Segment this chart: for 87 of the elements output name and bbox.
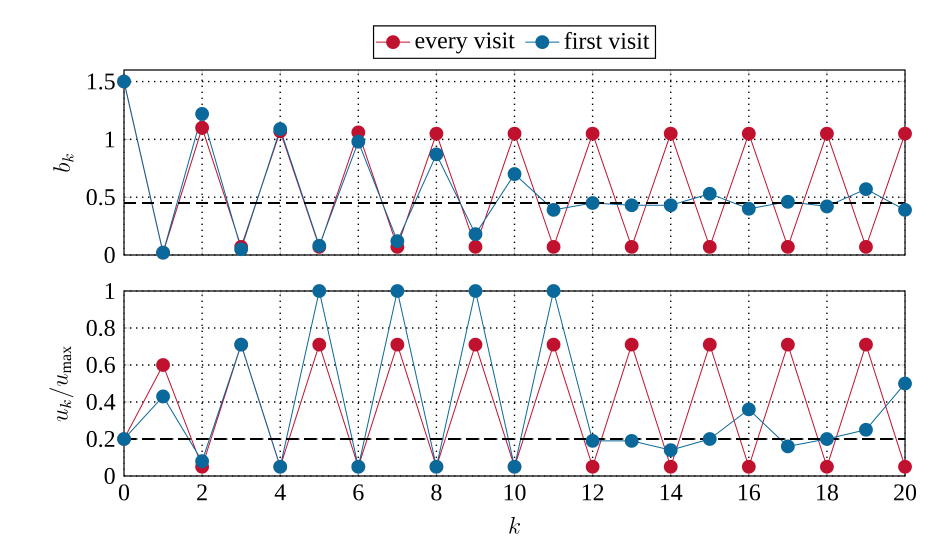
point [859,422,873,437]
point [624,240,639,254]
x-axis-title: $k$ [509,516,520,534]
y-tick-label: 1 [106,131,114,148]
point [586,126,600,140]
point [624,338,639,352]
legend-label: every visit [415,32,515,54]
x-tick-label: 20 [894,484,916,500]
point [898,126,912,140]
point [468,227,482,242]
point [898,376,912,390]
point [586,434,600,448]
point [508,126,522,140]
y-tick-label: 1 [106,283,114,299]
point [430,148,444,162]
point [351,134,366,149]
y-tick-label: 0 [104,468,115,484]
point [390,234,404,248]
point [859,338,873,352]
y-tick-label: 1.5 [88,74,115,90]
point [780,440,795,454]
point [624,198,639,212]
point [780,240,795,254]
point [586,460,600,474]
point [820,432,834,446]
point [780,338,795,352]
point [156,390,170,404]
point [468,240,482,254]
point [820,200,834,214]
point [702,338,717,352]
x-tick-label: 16 [738,484,760,500]
x-tick-label: 4 [274,484,286,500]
point [898,203,912,217]
point [820,126,834,140]
y-tick-label: 0 [104,246,115,264]
x-tick-label: 10 [504,484,526,500]
point [430,126,444,140]
point [546,284,560,298]
y-tick-label: 0.8 [86,320,115,336]
x-tick-label: 18 [817,484,838,500]
point [390,284,404,298]
point [312,284,326,298]
point [859,240,873,254]
point [546,203,560,217]
x-tick-label: 2 [197,484,207,500]
y-tick-label: 0.5 [86,189,115,206]
point [742,126,756,140]
point [780,194,795,209]
point [273,122,288,136]
point [859,182,873,196]
point [624,434,639,448]
point [312,338,326,352]
x-tick-label: 14 [660,484,682,500]
point [156,358,170,372]
point [195,454,210,468]
point [234,242,248,256]
point [702,186,717,201]
y-axis-title: $u_k/u_{\max}$ [50,346,74,422]
x-tick-label: 0 [118,484,130,500]
x-tick-label: 8 [431,484,442,500]
point [742,460,756,474]
point [742,402,756,416]
point [195,107,210,121]
legend-label: first visit [564,32,650,49]
point [898,460,912,474]
point [702,432,717,446]
point [508,167,522,181]
y-tick-label: 0.4 [86,394,116,410]
point [702,240,717,254]
point [468,338,482,352]
point [546,240,560,254]
x-tick-label: 6 [353,484,364,500]
x-tick-label: 12 [582,484,604,500]
point [664,460,678,474]
point [742,202,756,216]
point [195,120,210,135]
y-tick-label: 0.6 [86,356,115,374]
point [390,338,404,352]
point [546,338,560,352]
point [664,126,678,140]
point [586,196,600,210]
point [468,284,482,298]
point [664,443,678,457]
y-tick-label: 0.2 [86,430,114,448]
y-axis-title: $b_k$ [53,154,74,172]
point [820,460,834,474]
point [664,198,678,212]
